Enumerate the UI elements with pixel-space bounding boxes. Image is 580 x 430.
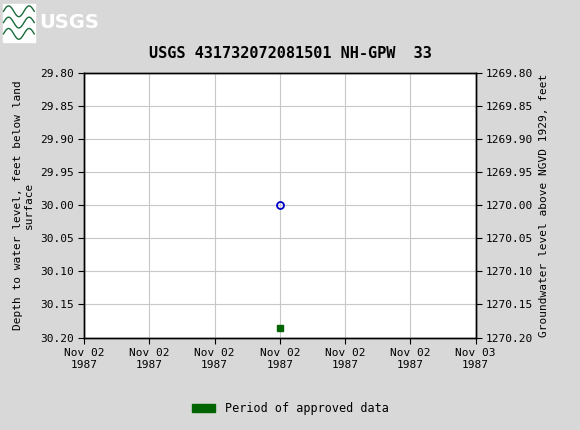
- Y-axis label: Depth to water level, feet below land
surface: Depth to water level, feet below land su…: [13, 80, 34, 330]
- Text: USGS: USGS: [39, 13, 99, 32]
- Bar: [3, 3, 35, 42]
- Y-axis label: Groundwater level above NGVD 1929, feet: Groundwater level above NGVD 1929, feet: [539, 74, 549, 337]
- Legend: Period of approved data: Period of approved data: [187, 397, 393, 420]
- Text: USGS 431732072081501 NH-GPW  33: USGS 431732072081501 NH-GPW 33: [148, 46, 432, 61]
